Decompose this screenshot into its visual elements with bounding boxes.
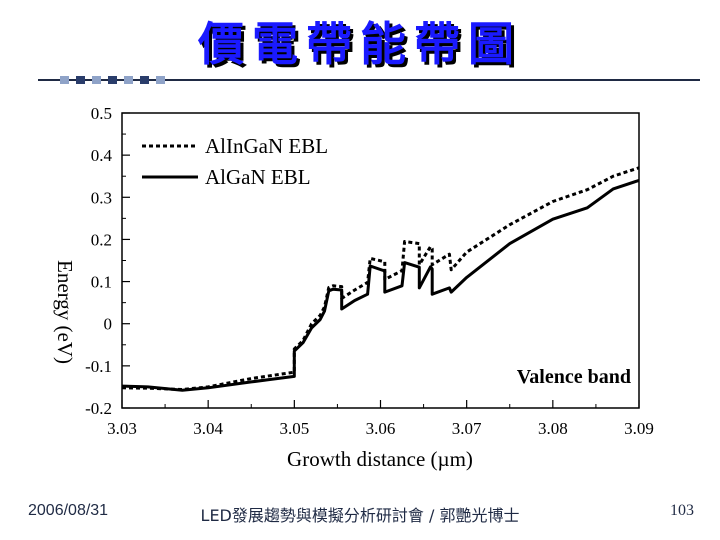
x-axis-label: Growth distance (µm)	[287, 447, 473, 471]
series-line-1	[121, 178, 640, 392]
x-tick-label-0: 3.03	[107, 419, 137, 438]
axis-tick-labels: 3.03 3.04 3.05 3.06 3.07 3.08 3.09 -0.2 -0.1 0 0.1…	[85, 104, 654, 438]
y-tick-label-7: 0.5	[91, 104, 112, 123]
series-line-0	[121, 166, 640, 391]
x-tick-label-1: 3.04	[193, 419, 223, 438]
page-number: 103	[670, 502, 694, 519]
y-tick-label-4: 0.2	[91, 230, 112, 249]
x-tick-label-6: 3.09	[624, 419, 654, 438]
y-tick-label-1: -0.1	[85, 357, 112, 376]
y-tick-label-3: 0.1	[91, 273, 112, 292]
y-tick-label-6: 0.4	[91, 146, 113, 165]
chart-annotation: Valence band	[517, 366, 631, 388]
y-tick-label-2: 0	[104, 315, 113, 334]
footer-date: 2006/08/31	[28, 502, 109, 519]
x-tick-label-4: 3.07	[452, 419, 482, 438]
x-tick-label-3: 3.06	[366, 419, 396, 438]
slide-title: 價電帶能帶圖	[198, 17, 522, 71]
axis-ticks	[121, 112, 640, 409]
legend-label-alingan: AlInGaN EBL	[205, 134, 328, 158]
x-tick-label-5: 3.08	[538, 419, 568, 438]
y-axis-label: Energy (eV)	[53, 260, 77, 364]
y-tick-label-5: 0.3	[91, 188, 112, 207]
legend-label-algan: AlGaN EBL	[205, 165, 311, 189]
legend: AlInGaN EBL AlGaN EBL	[142, 134, 328, 189]
y-tick-label-0: -0.2	[85, 399, 112, 418]
x-tick-label-2: 3.05	[279, 419, 309, 438]
title-decoration	[38, 76, 700, 84]
series-lines	[121, 166, 640, 392]
footer-event: LED發展趨勢與模擬分析研討會 / 郭艷光博士	[200, 506, 520, 525]
